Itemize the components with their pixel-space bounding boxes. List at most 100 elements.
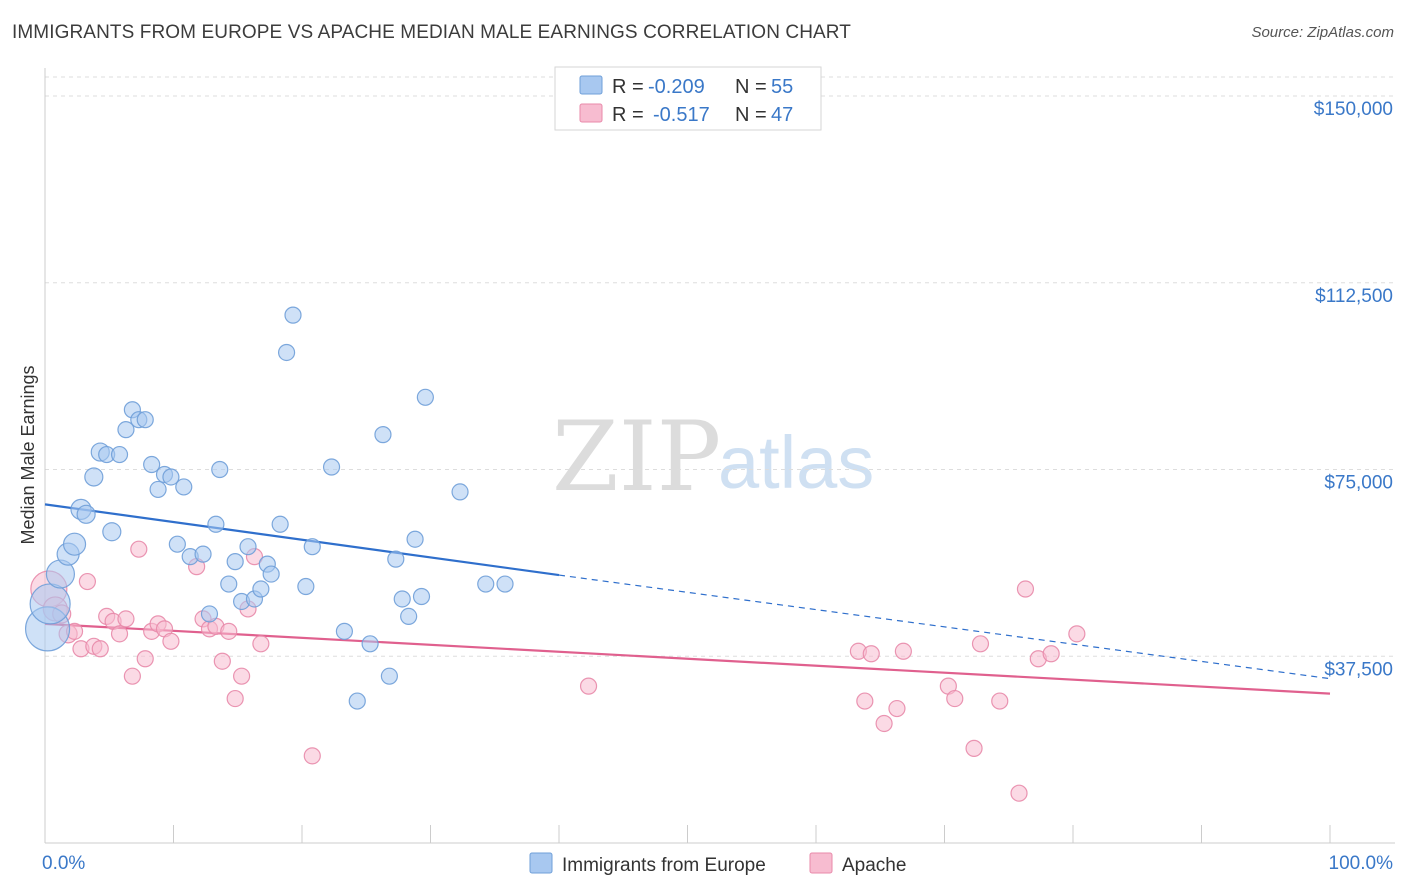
point-apache xyxy=(1068,625,1086,643)
point-europe xyxy=(361,635,379,653)
point-europe xyxy=(194,545,212,563)
y-tick-label: $112,500 xyxy=(1315,286,1393,307)
point-europe xyxy=(297,577,315,596)
point-apache xyxy=(130,540,148,558)
point-europe xyxy=(303,538,321,556)
point-europe xyxy=(200,605,219,623)
legend-n-value-europe: 55 xyxy=(771,76,793,98)
legend-n-value-apache: 47 xyxy=(771,104,793,126)
legend-swatch-europe xyxy=(579,75,603,95)
bottom-legend-label-apache: Apache xyxy=(842,855,906,876)
point-apache xyxy=(226,689,244,708)
point-europe xyxy=(496,575,514,593)
point-europe xyxy=(220,575,238,593)
point-europe xyxy=(380,667,398,685)
legend: R = -0.209 N = 55 R = -0.517 N = 47 xyxy=(554,66,822,131)
point-europe xyxy=(335,622,354,640)
legend-swatch-apache xyxy=(579,103,603,123)
point-europe xyxy=(76,504,96,524)
point-apache xyxy=(1042,645,1060,663)
point-apache xyxy=(233,667,251,685)
legend-r-value-apache: -0.517 xyxy=(653,104,710,126)
legend-r-label-europe: R = xyxy=(612,76,644,98)
x-tick-label-min: 0.0% xyxy=(42,853,85,874)
point-apache xyxy=(888,699,906,718)
point-apache xyxy=(894,642,912,660)
point-apache xyxy=(971,635,990,653)
y-tick-label: $37,500 xyxy=(1324,659,1393,680)
point-apache xyxy=(91,640,109,658)
tick-labels: $37,500 $75,000 $112,500 $150,000 0.0% 100.0% xyxy=(42,99,1393,874)
point-apache xyxy=(875,714,893,733)
point-europe xyxy=(239,538,257,556)
point-apache xyxy=(213,652,231,670)
point-europe xyxy=(406,530,424,548)
point-apache xyxy=(78,572,97,591)
point-europe xyxy=(143,455,161,474)
point-apache xyxy=(136,650,154,668)
point-apache xyxy=(117,610,135,628)
point-europe xyxy=(149,480,167,499)
point-apache xyxy=(965,739,983,757)
point-apache xyxy=(162,632,180,650)
point-apache xyxy=(123,667,141,685)
point-europe xyxy=(211,460,229,479)
y-axis-title: Median Male Earnings xyxy=(18,365,38,544)
point-europe xyxy=(29,583,71,625)
grid-lines xyxy=(45,76,1395,657)
point-apache xyxy=(252,635,270,653)
bottom-legend: Immigrants from Europe Apache xyxy=(529,852,906,876)
legend-r-value-europe: -0.209 xyxy=(648,76,705,98)
point-europe xyxy=(252,580,270,598)
point-europe xyxy=(477,575,495,593)
point-europe xyxy=(374,426,392,444)
point-europe xyxy=(226,553,244,571)
point-europe xyxy=(271,515,289,533)
point-europe xyxy=(262,565,280,583)
y-tick-label: $150,000 xyxy=(1314,99,1393,120)
point-europe xyxy=(400,607,418,626)
bottom-legend-swatch-apache xyxy=(809,852,833,874)
legend-n-label-apache: N = xyxy=(735,104,767,126)
point-europe xyxy=(322,458,341,476)
point-europe xyxy=(207,515,225,533)
point-europe xyxy=(110,445,129,464)
trend-line-europe xyxy=(44,503,560,577)
point-europe xyxy=(284,306,302,324)
point-europe xyxy=(387,550,405,568)
point-europe xyxy=(412,587,431,606)
point-apache xyxy=(862,645,880,663)
chart-source: Source: ZipAtlas.com xyxy=(1251,24,1394,41)
point-europe xyxy=(175,478,193,496)
y-tick-label: $75,000 xyxy=(1324,473,1393,494)
bottom-legend-label-europe: Immigrants from Europe xyxy=(562,855,766,876)
watermark: ZIP atlas xyxy=(552,401,874,513)
point-europe xyxy=(162,468,180,486)
data-points xyxy=(24,306,1086,802)
axes xyxy=(44,68,1395,844)
point-europe xyxy=(102,522,122,542)
point-europe xyxy=(416,388,434,406)
point-apache xyxy=(946,689,964,708)
bottom-legend-swatch-europe xyxy=(529,852,553,874)
point-europe xyxy=(62,532,87,556)
point-europe xyxy=(348,692,366,710)
point-europe xyxy=(84,467,104,487)
point-europe xyxy=(117,421,135,439)
point-apache xyxy=(303,747,321,765)
point-apache xyxy=(1010,784,1028,802)
point-europe xyxy=(136,411,154,429)
chart-title: IMMIGRANTS FROM EUROPE VS APACHE MEDIAN … xyxy=(12,22,851,43)
point-apache xyxy=(1016,580,1035,598)
point-europe xyxy=(393,590,411,608)
x-tick-label-max: 100.0% xyxy=(1329,853,1394,874)
point-apache xyxy=(991,692,1009,710)
trend-line-europe-projection xyxy=(558,574,1331,680)
point-apache xyxy=(856,692,874,710)
watermark-atlas: atlas xyxy=(718,421,874,504)
legend-r-label-apache: R = xyxy=(612,104,644,126)
watermark-zip: ZIP xyxy=(552,401,721,513)
point-apache xyxy=(579,677,598,695)
legend-n-label-europe: N = xyxy=(735,76,767,98)
